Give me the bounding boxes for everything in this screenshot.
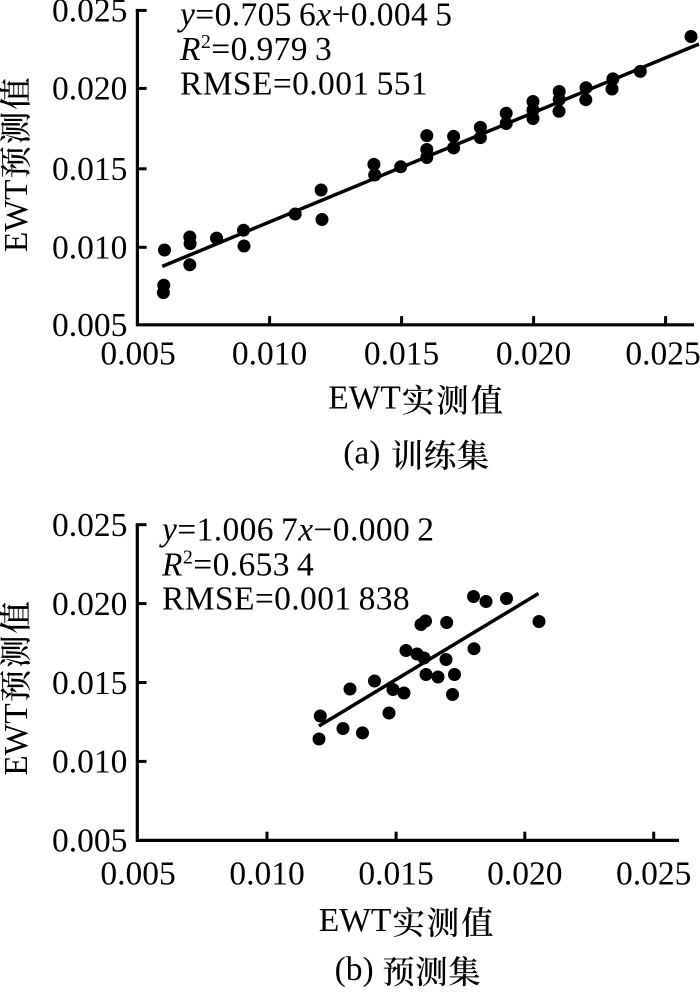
svg-text:0.005: 0.005 <box>100 855 175 892</box>
svg-text:0.015: 0.015 <box>52 151 127 188</box>
svg-text:0.025: 0.025 <box>52 0 127 30</box>
svg-text:0.010: 0.010 <box>52 744 127 781</box>
svg-text:0.010: 0.010 <box>229 855 304 892</box>
svg-text:EWT: EWT <box>0 703 35 776</box>
svg-text:EWT: EWT <box>0 180 35 253</box>
svg-text:(b): (b) <box>335 951 374 987</box>
svg-text:y=1.006 7x−0.000 2: y=1.006 7x−0.000 2 <box>159 512 434 549</box>
svg-text:0.005: 0.005 <box>52 307 127 344</box>
svg-text:0.010: 0.010 <box>52 230 127 267</box>
svg-text:0.015: 0.015 <box>52 665 127 702</box>
svg-text:0.015: 0.015 <box>364 336 439 373</box>
svg-text:0.005: 0.005 <box>100 336 175 373</box>
svg-text:0.020: 0.020 <box>487 855 562 892</box>
svg-text:EWT: EWT <box>328 380 401 417</box>
svg-text:0.010: 0.010 <box>232 336 307 373</box>
svg-text:0.005: 0.005 <box>52 823 127 860</box>
svg-text:0.020: 0.020 <box>52 71 127 108</box>
svg-text:0.020: 0.020 <box>52 586 127 623</box>
svg-text:0.025: 0.025 <box>52 507 127 544</box>
svg-text:y=0.705 6x+0.004 5: y=0.705 6x+0.004 5 <box>177 0 452 33</box>
svg-text:0.025: 0.025 <box>616 855 691 892</box>
svg-text:0.025: 0.025 <box>625 336 700 373</box>
svg-text:0.020: 0.020 <box>496 336 571 373</box>
svg-text:RMSE=0.001 551: RMSE=0.001 551 <box>180 65 428 102</box>
svg-text:(a): (a) <box>343 435 380 472</box>
svg-text:0.015: 0.015 <box>358 855 433 892</box>
svg-text:EWT: EWT <box>319 902 392 939</box>
svg-text:R2=0.979 3: R2=0.979 3 <box>179 31 332 68</box>
svg-text:R2=0.653 4: R2=0.653 4 <box>161 546 314 583</box>
svg-text:RMSE=0.001 838: RMSE=0.001 838 <box>162 581 410 618</box>
